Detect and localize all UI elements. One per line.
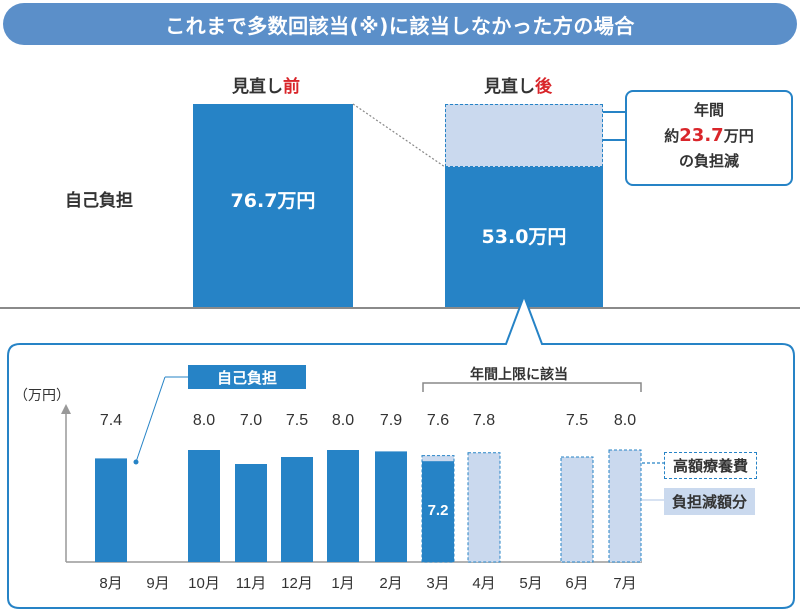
connector-dotted: [352, 103, 446, 168]
bar-value-label: 7.9: [380, 412, 402, 429]
x-tick-label: 12月: [281, 575, 313, 592]
bar-self-pay-3: [188, 450, 220, 562]
callout-line1: 年間: [693, 101, 724, 119]
bracket-label-annual-limit: 年間上限に該当: [470, 367, 568, 383]
header-after-prefix: 見直し: [484, 77, 535, 97]
bar-before-value: 76.7万円: [230, 190, 316, 212]
header-before-suffix: 前: [283, 77, 300, 97]
banner-title: これまで多数回該当(※)に該当しなかった方の場合: [165, 13, 635, 38]
bar-value-label: 8.0: [332, 412, 354, 429]
bar-value-label: 8.0: [193, 412, 215, 429]
bar-after-reduction: [445, 104, 603, 167]
bar-self-pay-4: [235, 464, 267, 562]
legend-reduction: 負担減額分: [664, 488, 756, 515]
bar-self-pay-6: [327, 450, 359, 562]
x-tick-label: 7月: [613, 575, 636, 592]
callout-unit: 万円: [723, 127, 754, 145]
bar-value-label: 7.8: [473, 412, 495, 429]
x-tick-label: 11月: [236, 575, 267, 592]
bar-value-label: 7.5: [566, 412, 588, 429]
x-tick-label: 10月: [188, 575, 220, 592]
bar-self-pay-5: [281, 457, 313, 562]
annotation-self-pay: 自己負担: [188, 365, 306, 389]
x-tick-label: 1月: [331, 575, 354, 592]
x-tick-label: 6月: [565, 575, 588, 592]
bar-after-value: 53.0万円: [481, 226, 567, 248]
title-banner: これまで多数回該当(※)に該当しなかった方の場合: [3, 3, 797, 45]
bar-value-label: 7.0: [240, 412, 262, 429]
bar-value-label: 7.4: [100, 412, 122, 429]
bar-self-pay-8: [422, 461, 454, 562]
x-tick-label: 5月: [519, 575, 542, 592]
bar-self-pay-1: [95, 458, 127, 562]
header-before-prefix: 見直し: [232, 77, 283, 97]
callout-line3: の負担減: [678, 152, 739, 170]
callout-line2: 約23.7万円: [627, 123, 791, 149]
inner-value-label: 7.2: [428, 502, 449, 519]
header-before: 見直し前: [232, 72, 300, 97]
bar-self-pay-7: [375, 451, 407, 562]
y-axis-arrow: [61, 404, 71, 414]
bar-after-review: [445, 167, 603, 307]
bar-value-label: 8.0: [614, 412, 636, 429]
header-after: 見直し後: [484, 72, 552, 97]
x-tick-label: 4月: [472, 575, 495, 592]
bar-reduction-12: [608, 449, 642, 563]
bar-reduction-11: [560, 456, 594, 563]
bar-before-review: [193, 104, 353, 307]
bar-value-label: 7.6: [427, 412, 449, 429]
x-tick-label: 3月: [426, 575, 449, 592]
x-tick-label: 8月: [99, 575, 122, 592]
callout-prefix: 約: [664, 127, 680, 145]
bar-value-label: 7.5: [286, 412, 308, 429]
annotation-leader: [135, 376, 166, 463]
header-after-suffix: 後: [535, 77, 552, 97]
y-axis-unit: （万円）: [14, 388, 70, 404]
bar-reduction-9: [467, 452, 501, 563]
annotation-dot: [133, 459, 139, 465]
callout-amount: 23.7: [679, 125, 724, 146]
row-label-self-pay: 自己負担: [65, 191, 133, 211]
legend-high-cost-medical: 高額療養費: [664, 452, 758, 479]
divider-line: [0, 307, 800, 309]
x-tick-label: 2月: [379, 575, 402, 592]
x-tick-label: 9月: [146, 575, 169, 592]
callout-annual-reduction: 年間 約23.7万円 の負担減: [625, 90, 793, 186]
bracket-annual-limit: [422, 382, 642, 392]
